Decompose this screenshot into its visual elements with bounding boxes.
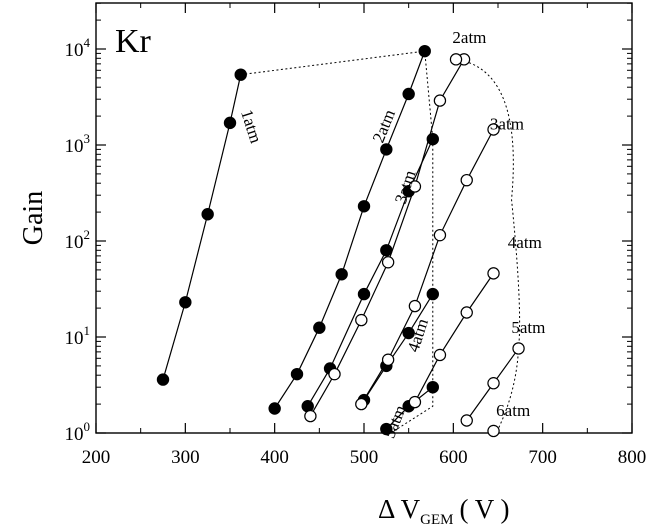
data-point bbox=[408, 180, 422, 193]
data-point bbox=[426, 380, 439, 394]
data-point bbox=[460, 414, 473, 427]
series-line bbox=[274, 50, 426, 409]
x-tick-label: 500 bbox=[350, 447, 379, 468]
series-open-6atm bbox=[487, 424, 500, 438]
data-point bbox=[381, 353, 395, 366]
data-point bbox=[433, 228, 447, 242]
series-label: 4atm bbox=[403, 316, 432, 354]
data-point bbox=[402, 326, 415, 340]
data-point bbox=[268, 402, 281, 415]
data-point bbox=[487, 424, 500, 438]
y-tick-label: 104 bbox=[65, 35, 91, 61]
series-line bbox=[360, 129, 495, 405]
data-point bbox=[357, 287, 371, 301]
x-axis-label-subscript: GEM bbox=[420, 512, 453, 528]
series-filled-2atm bbox=[268, 44, 431, 415]
data-point bbox=[512, 342, 525, 355]
y-axis-label: Gain bbox=[18, 191, 49, 245]
data-point bbox=[449, 53, 463, 66]
series-label: 5atm bbox=[511, 318, 545, 337]
x-tick-label: 800 bbox=[618, 447, 647, 468]
data-point bbox=[408, 299, 422, 313]
data-point bbox=[460, 306, 473, 319]
y-tick-label: 101 bbox=[65, 323, 91, 349]
data-point bbox=[381, 256, 395, 269]
data-point bbox=[313, 321, 326, 334]
series-line bbox=[363, 293, 434, 401]
data-point bbox=[156, 373, 170, 386]
series-label: 2atm bbox=[369, 107, 399, 146]
x-axis-label: Δ VGEM ( V ) bbox=[378, 494, 509, 528]
data-point bbox=[487, 267, 500, 280]
data-point bbox=[179, 296, 192, 309]
series-open-3atm bbox=[355, 123, 500, 411]
data-point bbox=[426, 287, 439, 301]
series-label: 1atm bbox=[237, 107, 266, 145]
y-tick-label: 102 bbox=[65, 227, 91, 253]
data-point bbox=[402, 87, 415, 101]
data-point bbox=[408, 395, 422, 409]
series-open-2atm bbox=[304, 53, 471, 423]
series-label: 4atm bbox=[508, 233, 542, 252]
x-tick-label: 200 bbox=[82, 447, 111, 468]
series-filled-5atm bbox=[380, 380, 439, 436]
data-point bbox=[487, 377, 500, 390]
series-line bbox=[414, 273, 495, 403]
data-point bbox=[380, 244, 393, 257]
chart-title: Kr bbox=[115, 23, 152, 60]
series-label: 6atm bbox=[496, 401, 530, 420]
x-tick-label: 600 bbox=[439, 447, 468, 468]
x-tick-label: 400 bbox=[260, 447, 289, 468]
plot-frame bbox=[95, 2, 633, 434]
series-label: 5atm bbox=[379, 402, 409, 441]
data-point bbox=[355, 313, 368, 327]
series-open-5atm bbox=[460, 342, 525, 427]
series-filled-1atm bbox=[156, 68, 247, 386]
data-point bbox=[290, 367, 304, 381]
data-point bbox=[304, 409, 317, 423]
data-point bbox=[328, 367, 341, 381]
data-point bbox=[418, 44, 431, 58]
x-tick-label: 300 bbox=[171, 447, 200, 468]
series-label: 2atm bbox=[452, 28, 486, 47]
data-point bbox=[460, 173, 473, 187]
y-tick-label: 100 bbox=[65, 419, 91, 445]
series-open-4atm bbox=[408, 267, 500, 409]
data-point bbox=[380, 143, 393, 156]
data-point bbox=[335, 268, 348, 281]
x-tick-label: 700 bbox=[528, 447, 557, 468]
data-point bbox=[433, 348, 447, 362]
data-point bbox=[357, 200, 371, 213]
data-point bbox=[234, 68, 247, 81]
data-point bbox=[355, 397, 368, 411]
data-point bbox=[487, 123, 500, 136]
x-axis-label-main: Δ V bbox=[378, 494, 421, 524]
series-label: 3atm bbox=[490, 115, 524, 134]
series-line bbox=[309, 58, 466, 417]
x-axis-label-unit: ( V ) bbox=[459, 494, 509, 524]
data-point bbox=[433, 94, 447, 107]
data-point bbox=[223, 116, 237, 130]
y-tick-label: 103 bbox=[65, 131, 91, 157]
data-point bbox=[201, 208, 214, 221]
data-point bbox=[380, 422, 393, 436]
